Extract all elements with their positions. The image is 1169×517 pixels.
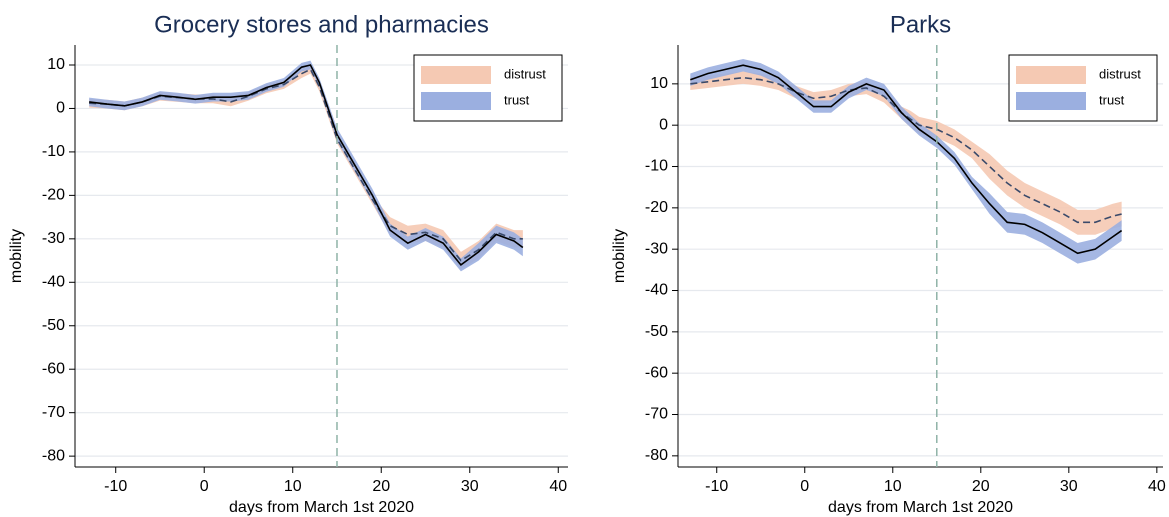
y-tick-label: -60 <box>42 360 65 377</box>
y-tick-label: -40 <box>42 274 65 291</box>
legend-swatch <box>1016 92 1086 110</box>
x-tick-label: 10 <box>284 478 302 495</box>
y-axis-label: mobility <box>8 229 25 283</box>
x-axis-label: days from March 1st 2020 <box>229 499 414 516</box>
x-tick-label: 30 <box>461 478 479 495</box>
chart-title: Grocery stores and pharmacies <box>154 11 489 38</box>
y-tick-label: -50 <box>42 317 65 334</box>
legend-swatch <box>1016 66 1086 84</box>
y-tick-label: -10 <box>645 158 668 175</box>
x-tick-label: 40 <box>1148 478 1166 495</box>
legend-label: trust <box>1099 92 1125 107</box>
x-axis-label: days from March 1st 2020 <box>828 499 1013 516</box>
y-tick-label: -40 <box>645 282 668 299</box>
y-tick-label: -80 <box>42 447 65 464</box>
x-tick-label: 0 <box>200 478 209 495</box>
y-tick-label: -10 <box>42 143 65 160</box>
x-tick-label: 20 <box>372 478 390 495</box>
y-tick-label: -60 <box>645 364 668 381</box>
legend-box <box>1008 54 1158 122</box>
x-tick-label: 40 <box>549 478 567 495</box>
confidence-band <box>690 59 1122 264</box>
legend-label: distrust <box>1099 66 1141 81</box>
mean-line <box>690 76 1122 224</box>
y-tick-label: 0 <box>56 100 65 117</box>
mean-line <box>89 64 524 267</box>
y-tick-label: -70 <box>645 406 668 423</box>
y-tick-label: -30 <box>645 240 668 257</box>
y-tick-label: -50 <box>645 323 668 340</box>
legend-box <box>413 54 563 122</box>
x-tick-label: -10 <box>104 478 127 495</box>
y-tick-label: -30 <box>42 230 65 247</box>
x-tick-label: -10 <box>705 478 728 495</box>
x-tick-label: 30 <box>1060 478 1078 495</box>
y-tick-label: -20 <box>645 199 668 216</box>
chart-title: Parks <box>890 11 951 38</box>
x-tick-label: 10 <box>884 478 902 495</box>
y-tick-label: 10 <box>47 56 65 73</box>
x-tick-label: 20 <box>972 478 990 495</box>
y-tick-label: -70 <box>42 404 65 421</box>
legend-swatch <box>421 66 491 84</box>
y-tick-label: -20 <box>42 187 65 204</box>
panel: Grocery stores and pharmacies days from M… <box>8 11 568 516</box>
legend-swatch <box>421 92 491 110</box>
y-axis-label: mobility <box>611 229 628 283</box>
mean-line <box>690 64 1123 255</box>
confidence-band <box>690 71 1122 235</box>
legend-label: distrust <box>504 66 546 81</box>
legend-label: trust <box>504 92 530 107</box>
x-tick-label: 0 <box>800 478 809 495</box>
y-tick-label: -80 <box>645 447 668 464</box>
panel: Parks days from March 1st 2020 mobility -80… <box>611 11 1166 516</box>
y-tick-label: 0 <box>659 116 668 133</box>
y-tick-label: 10 <box>650 75 668 92</box>
